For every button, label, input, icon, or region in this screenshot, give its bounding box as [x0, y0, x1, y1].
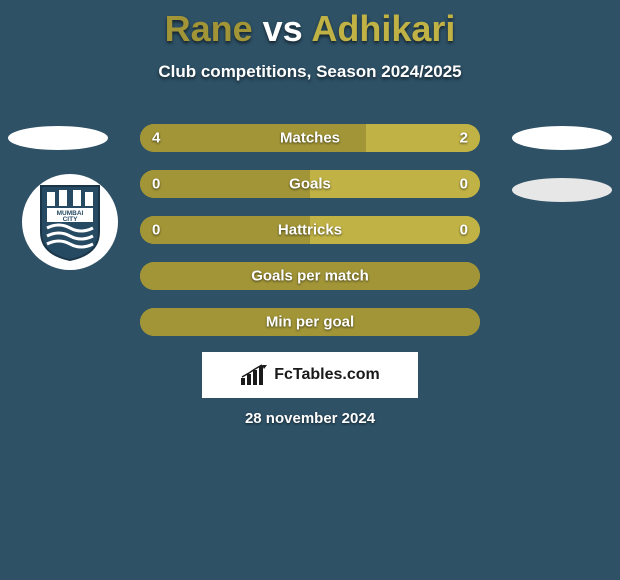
stat-row: 00Goals	[140, 170, 480, 198]
vs-text: vs	[263, 8, 303, 49]
player2-club-placeholder	[512, 178, 612, 202]
stat-label: Matches	[140, 130, 480, 147]
chart-icon	[240, 364, 268, 386]
subtitle: Club competitions, Season 2024/2025	[0, 62, 620, 82]
club-crest-icon: MUMBAI CITY	[37, 182, 103, 262]
stat-row: 00Hattricks	[140, 216, 480, 244]
player2-name: Adhikari	[311, 8, 455, 49]
stat-label: Goals	[140, 176, 480, 193]
stat-row: Goals per match	[140, 262, 480, 290]
stat-row: 42Matches	[140, 124, 480, 152]
stat-label: Min per goal	[140, 314, 480, 331]
page-title: Rane vs Adhikari	[0, 0, 620, 50]
player1-name: Rane	[165, 8, 253, 49]
svg-text:CITY: CITY	[63, 216, 78, 223]
player1-club-badge: MUMBAI CITY	[22, 174, 118, 270]
stats-table: 42Matches 00Goals 00Hattricks Goals per mat…	[140, 124, 480, 354]
player1-avatar-placeholder	[8, 126, 108, 150]
stat-label: Hattricks	[140, 222, 480, 239]
watermark-text: FcTables.com	[274, 366, 380, 384]
watermark: FcTables.com	[202, 352, 418, 398]
stat-row: Min per goal	[140, 308, 480, 336]
player2-avatar-placeholder	[512, 126, 612, 150]
stat-label: Goals per match	[140, 268, 480, 285]
date-text: 28 november 2024	[0, 410, 620, 427]
